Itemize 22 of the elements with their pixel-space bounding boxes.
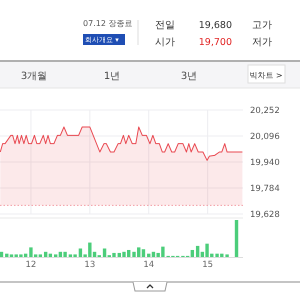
y-tick-label: 20,096 — [250, 132, 280, 142]
text: 3개월 — [20, 71, 48, 82]
x-tick-label: 12 — [26, 260, 36, 270]
x-tick-label: 14 — [143, 260, 154, 270]
text: 3년 — [180, 71, 198, 82]
x-tick-label: 13 — [84, 260, 96, 270]
text: 19,680 — [198, 20, 232, 31]
y-tick-label: 19,784 — [250, 184, 280, 194]
text: 고가 — [252, 20, 272, 31]
y-tick-label: 19,940 — [250, 158, 280, 168]
text: 빅차트 > — [249, 71, 283, 80]
text: 시가 — [155, 37, 175, 48]
y-tick-label: 20,252 — [250, 106, 280, 116]
y-tick-label: 19,628 — [250, 210, 280, 220]
text: 19,700 — [198, 37, 232, 48]
text: 1년 — [104, 71, 120, 82]
x-tick-label: 15 — [202, 260, 214, 270]
bar — [225, 254, 229, 257]
text: 저가 — [252, 37, 272, 48]
text: 전일 — [155, 20, 175, 31]
bar — [0, 252, 4, 257]
text: 07.12 장종료 — [83, 19, 132, 28]
